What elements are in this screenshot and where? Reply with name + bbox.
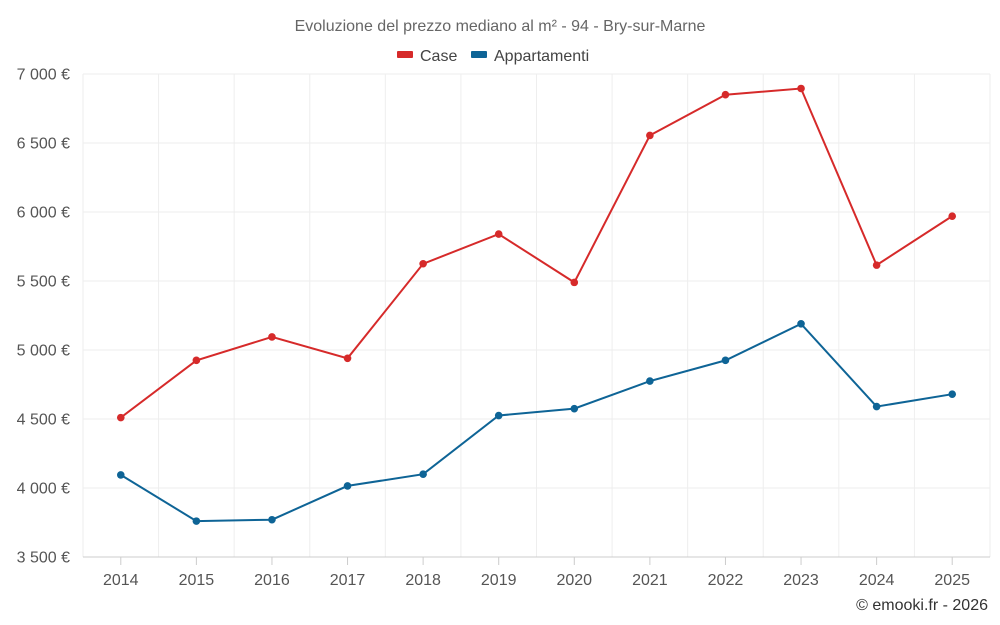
data-point-appartamenti[interactable] <box>192 517 201 525</box>
series-line-case <box>120 87 953 419</box>
x-tick-label: 2019 <box>481 572 517 589</box>
data-point-case[interactable] <box>721 90 730 99</box>
data-point-appartamenti[interactable] <box>872 402 881 411</box>
x-tick-label: 2014 <box>103 572 139 589</box>
y-tick-label: 4 000 € <box>17 481 70 498</box>
data-point-case[interactable] <box>570 278 579 287</box>
data-point-case[interactable] <box>116 413 125 422</box>
data-point-appartamenti[interactable] <box>721 356 730 365</box>
data-point-appartamenti[interactable] <box>646 377 654 385</box>
y-tick-label: 6 000 € <box>17 205 70 222</box>
x-tick-label: 2021 <box>632 572 668 589</box>
x-tick-label: 2025 <box>934 572 970 589</box>
data-point-case[interactable] <box>192 356 201 365</box>
data-point-appartamenti[interactable] <box>494 411 503 420</box>
chart-title: Evoluzione del prezzo mediano al m² - 94… <box>295 18 706 35</box>
data-point-appartamenti[interactable] <box>948 390 957 398</box>
y-tick-label: 4 500 € <box>17 412 70 429</box>
data-point-case[interactable] <box>872 261 881 269</box>
data-point-case[interactable] <box>343 354 352 363</box>
data-point-appartamenti[interactable] <box>570 404 579 413</box>
data-point-appartamenti[interactable] <box>268 515 276 524</box>
x-tick-label: 2015 <box>179 572 215 589</box>
data-point-case[interactable] <box>494 230 503 238</box>
legend-swatch <box>471 51 487 58</box>
data-point-appartamenti[interactable] <box>343 482 352 490</box>
y-tick-label: 5 500 € <box>17 274 70 291</box>
series-line-appartamenti <box>120 322 953 523</box>
axes: 3 500 € 4 000 € 4 500 € 5 000 € 5 500 € 6 000… <box>17 67 990 589</box>
y-tick-label: 5 000 € <box>17 343 70 360</box>
x-tick-label: 2023 <box>783 572 819 589</box>
data-point-appartamenti[interactable] <box>797 319 805 328</box>
x-tick-label: 2024 <box>859 572 895 589</box>
data-point-case[interactable] <box>268 333 276 341</box>
series <box>116 84 957 525</box>
data-point-case[interactable] <box>419 259 427 268</box>
data-point-case[interactable] <box>646 131 654 140</box>
y-tick-label: 3 500 € <box>17 550 70 567</box>
grid <box>82 73 991 557</box>
data-point-appartamenti[interactable] <box>116 471 125 479</box>
x-tick-label: 2016 <box>254 572 290 589</box>
x-tick-label: 2017 <box>330 572 366 589</box>
x-tick-label: 2020 <box>556 572 592 589</box>
x-tick-label: 2018 <box>405 572 441 589</box>
legend-item-case[interactable]: Case <box>397 48 457 65</box>
legend-item-appartamenti[interactable]: Appartamenti <box>471 48 589 65</box>
y-tick-label: 6 500 € <box>17 136 70 153</box>
legend-label: Appartamenti <box>494 48 589 65</box>
y-tick-label: 7 000 € <box>17 67 70 84</box>
legend-swatch <box>397 51 413 58</box>
data-point-appartamenti[interactable] <box>419 470 427 479</box>
data-point-case[interactable] <box>948 212 957 220</box>
data-point-case[interactable] <box>797 84 805 93</box>
legend-label: Case <box>420 48 457 65</box>
legend[interactable]: Case Appartamenti <box>397 48 589 65</box>
x-tick-label: 2022 <box>708 572 744 589</box>
credit-text: © emooki.fr - 2026 <box>856 597 988 614</box>
